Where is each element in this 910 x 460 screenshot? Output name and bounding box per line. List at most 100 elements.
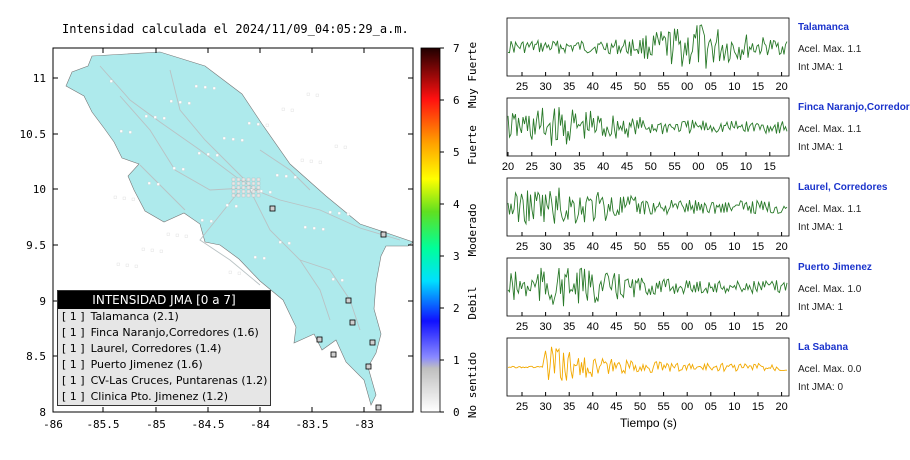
town-marker (251, 177, 256, 182)
map-y-tick-label: 10 (33, 183, 46, 196)
seismogram-tick-label: 20 (775, 241, 787, 253)
colorbar-tick-label: 3 (453, 250, 460, 263)
seismogram-tick-label: 10 (728, 401, 740, 413)
station-name: La Sabana (798, 342, 849, 353)
station-marker (375, 404, 382, 411)
waveform-trace (507, 187, 788, 226)
town-marker (241, 189, 246, 194)
town-marker (256, 185, 261, 190)
town-marker (159, 249, 163, 253)
town-marker (134, 264, 138, 268)
legend-item-badge: [ 1 ] (62, 326, 85, 339)
seismogram-tick-label: 55 (668, 161, 680, 173)
seismogram-tick-label: 05 (705, 321, 717, 333)
colorbar-category-label: Muy Fuerte (466, 42, 479, 108)
map-y-tick-label: 11 (33, 72, 46, 85)
seismogram-panel: 25 30 35 40 45 50 55 00 05 10 15 20 (506, 17, 790, 93)
station-name: Talamanca (798, 22, 849, 33)
legend-item: [ 1 ] Laurel, Corredores (1.4) (58, 341, 270, 357)
station-max-accel: Acel. Max. 1.1 (798, 204, 862, 215)
town-marker (246, 185, 251, 190)
station-name: Laurel, Corredores (798, 182, 888, 193)
town-marker (236, 193, 241, 198)
map-y-ticks: 11 10.5 10 9.5 9 8.5 8 (20, 72, 413, 419)
town-marker (181, 167, 185, 171)
colorbar-tick-label: 1 (453, 354, 460, 367)
station-marker (365, 363, 372, 370)
seismogram-tick-label: 50 (645, 161, 657, 173)
seismogram-tick-label: 10 (728, 321, 740, 333)
town-marker (251, 193, 256, 198)
seismogram-tick-label: 20 (775, 321, 787, 333)
legend-item-text: Laurel, Corredores (1.4) (90, 342, 222, 355)
seismogram-tick-label: 30 (539, 81, 551, 93)
town-marker (303, 225, 307, 229)
town-marker (337, 211, 341, 215)
town-marker (222, 136, 226, 140)
town-marker (275, 173, 279, 177)
seismogram-tick-label: 25 (516, 321, 528, 333)
station-max-accel: Acel. Max. 1.1 (798, 44, 862, 55)
town-marker (340, 278, 344, 282)
town-marker (194, 84, 198, 88)
town-marker (125, 263, 129, 267)
seismogram-tick-label: 45 (621, 161, 633, 173)
town-marker (209, 219, 213, 223)
town-marker (241, 181, 246, 186)
seismogram-tick-label: 50 (634, 401, 646, 413)
town-marker (246, 193, 251, 198)
seismogram-tick-label: 25 (516, 81, 528, 93)
seismogram-frame (506, 257, 790, 317)
map-x-tick-label: -83 (354, 418, 374, 431)
seismogram-tick-label: 20 (775, 401, 787, 413)
town-marker (306, 92, 310, 96)
seismogram-tick-label: 00 (681, 321, 693, 333)
station-marker (380, 231, 387, 238)
town-marker (156, 182, 160, 186)
map-x-tick-label: -86 (43, 418, 63, 431)
legend-item-text: Finca Naranjo,Corredores (1.6) (90, 326, 259, 339)
town-marker (225, 203, 229, 207)
station-marker (269, 205, 276, 212)
station-name: Finca Naranjo,Corredores (798, 102, 910, 113)
road (244, 185, 401, 241)
map-y-tick-label: 9.5 (26, 239, 46, 252)
town-marker (169, 99, 173, 103)
town-marker (256, 122, 260, 126)
colorbar-category-label: Debil (466, 286, 479, 319)
map-x-tick-label: -85 (146, 418, 166, 431)
town-marker (236, 181, 241, 186)
town-marker (184, 234, 188, 238)
station-jma-intensity: Int JMA: 0 (798, 382, 844, 393)
town-marker (178, 100, 182, 104)
town-marker (231, 177, 236, 182)
town-marker (281, 107, 285, 111)
legend-item-text: Clinica Pto. Jimenez (1.2) (90, 390, 229, 403)
seismogram-tick-label: 55 (657, 321, 669, 333)
map-x-ticks: -86 -85.5 -85 -84.5 -84 -83.5 -83 (43, 48, 374, 431)
seismogram-tick-label: 00 (692, 161, 704, 173)
station-jma-intensity: Int JMA: 1 (798, 142, 844, 153)
station-marker (345, 297, 352, 304)
seismogram-tick-label: 35 (563, 241, 575, 253)
seismogram-tick-label: 35 (563, 81, 575, 93)
town-marker (236, 189, 241, 194)
road (119, 95, 246, 191)
colorbar-labels: No sentido Debil Moderado Fuerte Muy Fuerte (466, 42, 479, 418)
seismogram-tick-label: 25 (516, 401, 528, 413)
town-marker (246, 181, 251, 186)
road (139, 164, 186, 211)
town-marker (231, 181, 236, 186)
legend-item-badge: [ 1 ] (62, 358, 85, 371)
colorbar (420, 47, 441, 413)
seismogram-tick-label: 20 (502, 161, 514, 173)
seismogram-tick-label: 05 (705, 401, 717, 413)
town-marker (318, 160, 322, 164)
seismogram-tick-label: 25 (526, 161, 538, 173)
town-marker (256, 177, 261, 182)
seismogram-tick-label: 15 (752, 401, 764, 413)
seismogram-tick-label: 35 (573, 161, 585, 173)
legend-title: INTENSIDAD JMA [0 a 7] (58, 291, 270, 309)
seismogram-tick-label: 50 (634, 321, 646, 333)
station-max-accel: Acel. Max. 1.1 (798, 124, 862, 135)
